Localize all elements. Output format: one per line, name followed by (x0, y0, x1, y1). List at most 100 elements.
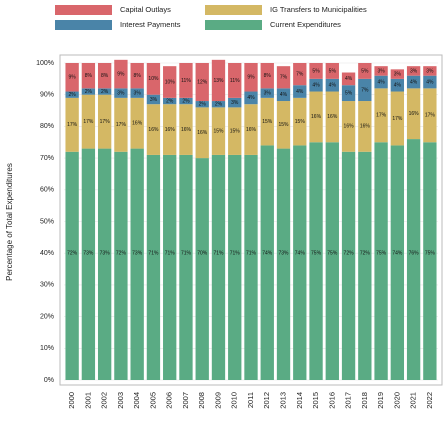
x-tick-label: 2004 (132, 392, 141, 409)
value-label: 17% (100, 119, 111, 125)
value-label: 15% (230, 128, 241, 134)
value-label: 71% (230, 251, 241, 257)
value-label: 16% (360, 124, 371, 130)
value-label: 74% (262, 251, 273, 257)
x-tick-label: 2010 (230, 392, 239, 409)
bar-segment (228, 63, 242, 98)
x-tick-label: 2019 (376, 392, 385, 409)
value-label: 71% (213, 251, 224, 257)
value-label: 9% (117, 71, 125, 77)
bar-segment (114, 151, 128, 380)
value-label: 4% (296, 89, 304, 95)
bar-segment (228, 97, 242, 108)
value-label: 4% (280, 92, 288, 98)
value-label: 9% (247, 75, 255, 81)
legend-label: Current Expenditures (270, 20, 341, 29)
bar-segment (406, 88, 421, 140)
bar-segment (276, 66, 291, 89)
bar-segment (244, 91, 258, 105)
value-label: 70% (197, 251, 208, 257)
bar-segment (81, 88, 96, 95)
value-label: 73% (132, 251, 143, 257)
value-label: 4% (394, 83, 402, 89)
x-tick-label: 2003 (116, 392, 125, 409)
bar-segment (97, 88, 112, 95)
bar-segment (163, 66, 177, 98)
value-label: 4% (312, 83, 320, 89)
value-label: 10% (148, 76, 159, 82)
x-tick-label: 2008 (197, 392, 206, 409)
bar-segment (341, 101, 356, 152)
value-label: 16% (165, 127, 176, 133)
x-tick-label: 2018 (360, 392, 369, 409)
bar-segment (179, 97, 193, 105)
x-tick-label: 2017 (344, 392, 353, 409)
y-tick-label: 80% (40, 123, 54, 130)
legend-swatch (205, 20, 262, 30)
x-tick-label: 2022 (425, 392, 434, 409)
bar-segment (276, 88, 291, 102)
value-label: 7% (361, 87, 369, 93)
value-label: 2% (215, 102, 223, 108)
x-tick-label: 2013 (279, 392, 288, 409)
bar-segment (195, 63, 209, 102)
value-label: 9% (69, 75, 77, 81)
value-label: 3% (426, 68, 434, 74)
bar-segment (195, 158, 209, 380)
y-tick-label: 0% (44, 377, 54, 384)
value-label: 17% (425, 113, 436, 119)
value-label: 16% (148, 127, 159, 133)
bar-segment (228, 154, 242, 380)
x-tick-label: 2020 (392, 392, 401, 409)
value-label: 8% (134, 73, 142, 79)
bar-segment (81, 63, 96, 89)
bar-segment (130, 88, 144, 98)
bar-segment (65, 63, 79, 92)
bar-segment (325, 142, 339, 380)
bar-segment (195, 101, 209, 108)
bar-segment (244, 63, 258, 92)
y-axis-label: Percentage of Total Expenditures (5, 163, 14, 281)
bar-segment (293, 145, 307, 380)
value-label: 74% (295, 251, 306, 257)
bar-segment (163, 154, 177, 380)
bar-segment (423, 142, 437, 380)
value-label: 7% (296, 71, 304, 77)
value-label: 16% (344, 124, 355, 130)
bar-segment (423, 75, 437, 89)
bar-segment (65, 151, 79, 380)
value-label: 3% (394, 71, 402, 77)
value-label: 75% (327, 251, 338, 257)
value-label: 2% (101, 89, 109, 95)
bar-segment (163, 104, 177, 155)
bar-segment (374, 88, 388, 143)
value-label: 11% (181, 78, 191, 84)
bar-segment (211, 59, 226, 102)
value-label: 17% (376, 113, 387, 119)
value-label: 73% (279, 251, 290, 257)
bar-segment (195, 107, 209, 159)
value-label: 16% (132, 121, 143, 127)
value-label: 73% (83, 251, 94, 257)
bar-segment (211, 154, 226, 380)
x-tick-label: 2021 (409, 392, 418, 409)
bar-segment (325, 63, 339, 79)
bar-segment (358, 101, 372, 152)
value-label: 71% (165, 251, 176, 257)
value-label: 17% (116, 122, 127, 128)
bar-segment (341, 151, 356, 380)
value-label: 71% (181, 251, 192, 257)
bar-segment (309, 91, 323, 143)
x-tick-label: 2011 (246, 392, 255, 408)
value-label: 16% (246, 127, 257, 133)
value-label: 2% (182, 98, 190, 104)
bar-segment (276, 101, 291, 149)
y-tick-label: 90% (40, 92, 54, 99)
value-label: 16% (409, 111, 420, 117)
value-label: 74% (392, 251, 403, 257)
bar-segment (374, 66, 388, 76)
value-label: 75% (311, 251, 322, 257)
bar-segment (146, 63, 161, 95)
y-tick-label: 100% (36, 60, 54, 67)
value-label: 3% (150, 97, 158, 103)
